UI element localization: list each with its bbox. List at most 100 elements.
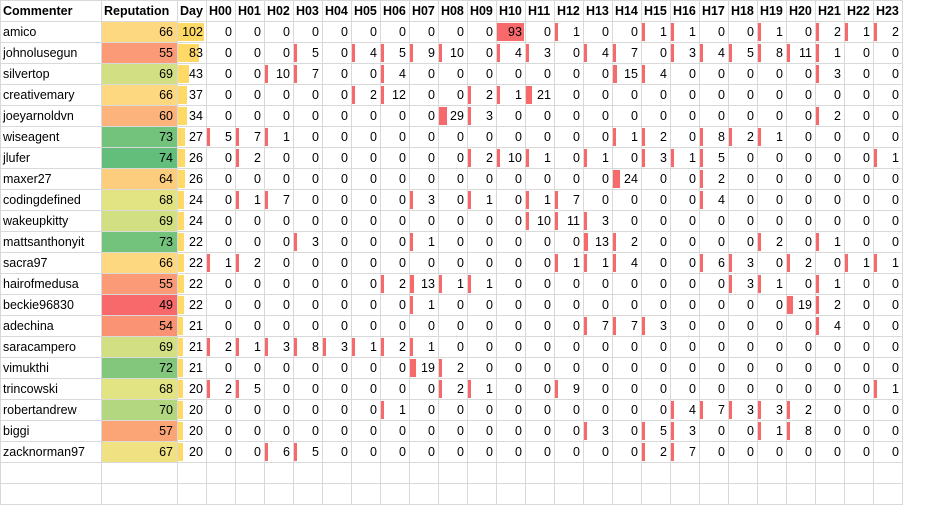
hour-cell[interactable]: 0 (582, 399, 613, 421)
hour-cell[interactable]: 0 (843, 84, 874, 106)
hour-cell[interactable]: 0 (785, 168, 816, 190)
hour-cell[interactable]: 0 (727, 168, 758, 190)
hour-cell[interactable]: 0 (872, 420, 903, 442)
hour-cell[interactable]: 0 (611, 105, 642, 127)
hour-cell[interactable]: 0 (408, 21, 439, 43)
hour-cell[interactable]: 3 (292, 231, 323, 253)
day-cell[interactable]: 21 (177, 315, 207, 337)
hour-cell[interactable]: 0 (263, 399, 294, 421)
hour-cell[interactable]: 1 (379, 399, 410, 421)
hour-cell[interactable]: 0 (379, 441, 410, 463)
column-header-h16[interactable]: H16 (669, 0, 700, 22)
hour-cell[interactable]: 0 (205, 399, 236, 421)
hour-cell[interactable]: 0 (263, 84, 294, 106)
hour-cell[interactable]: 0 (350, 294, 381, 316)
day-cell[interactable]: 20 (177, 420, 207, 442)
hour-cell[interactable]: 0 (292, 210, 323, 232)
reputation-cell[interactable]: 68 (101, 378, 178, 400)
hour-cell[interactable]: 0 (350, 252, 381, 274)
empty-cell[interactable] (785, 483, 816, 505)
hour-cell[interactable]: 0 (785, 336, 816, 358)
hour-cell[interactable]: 0 (814, 336, 845, 358)
hour-cell[interactable]: 0 (408, 84, 439, 106)
hour-cell[interactable]: 2 (234, 252, 265, 274)
hour-cell[interactable]: 0 (379, 168, 410, 190)
empty-cell[interactable] (466, 462, 497, 484)
hour-cell[interactable]: 0 (205, 441, 236, 463)
empty-cell[interactable] (872, 462, 903, 484)
hour-cell[interactable]: 0 (234, 273, 265, 295)
hour-cell[interactable]: 0 (205, 168, 236, 190)
hour-cell[interactable]: 0 (495, 441, 526, 463)
hour-cell[interactable]: 3 (669, 42, 700, 64)
empty-cell[interactable] (205, 483, 236, 505)
commenter-cell[interactable]: beckie96830 (0, 294, 102, 316)
hour-cell[interactable]: 0 (582, 336, 613, 358)
empty-cell[interactable] (101, 462, 178, 484)
hour-cell[interactable]: 0 (321, 378, 352, 400)
hour-cell[interactable]: 0 (582, 21, 613, 43)
hour-cell[interactable]: 0 (350, 357, 381, 379)
hour-cell[interactable]: 0 (466, 63, 497, 85)
hour-cell[interactable]: 1 (756, 420, 787, 442)
hour-cell[interactable]: 0 (205, 63, 236, 85)
hour-cell[interactable]: 0 (263, 147, 294, 169)
hour-cell[interactable]: 0 (408, 126, 439, 148)
hour-cell[interactable]: 0 (553, 273, 584, 295)
hour-cell[interactable]: 0 (495, 399, 526, 421)
reputation-cell[interactable]: 64 (101, 168, 178, 190)
hour-cell[interactable]: 0 (321, 147, 352, 169)
hour-cell[interactable]: 4 (640, 63, 671, 85)
hour-cell[interactable]: 0 (350, 21, 381, 43)
hour-cell[interactable]: 10 (495, 147, 526, 169)
hour-cell[interactable]: 0 (669, 273, 700, 295)
commenter-cell[interactable]: wakeupkitty (0, 210, 102, 232)
hour-cell[interactable]: 0 (350, 147, 381, 169)
hour-cell[interactable]: 1 (524, 147, 555, 169)
hour-cell[interactable]: 0 (524, 231, 555, 253)
hour-cell[interactable]: 13 (582, 231, 613, 253)
hour-cell[interactable]: 0 (234, 84, 265, 106)
hour-cell[interactable]: 93 (495, 21, 526, 43)
hour-cell[interactable]: 0 (495, 126, 526, 148)
hour-cell[interactable]: 0 (669, 378, 700, 400)
hour-cell[interactable]: 0 (408, 210, 439, 232)
hour-cell[interactable]: 3 (524, 42, 555, 64)
hour-cell[interactable]: 0 (785, 189, 816, 211)
hour-cell[interactable]: 0 (350, 189, 381, 211)
hour-cell[interactable]: 0 (292, 147, 323, 169)
hour-cell[interactable]: 0 (292, 315, 323, 337)
empty-cell[interactable] (640, 462, 671, 484)
hour-cell[interactable]: 0 (814, 252, 845, 274)
hour-cell[interactable]: 0 (872, 63, 903, 85)
hour-cell[interactable]: 0 (872, 84, 903, 106)
hour-cell[interactable]: 0 (263, 252, 294, 274)
hour-cell[interactable]: 1 (843, 21, 874, 43)
hour-cell[interactable]: 0 (379, 231, 410, 253)
hour-cell[interactable]: 0 (785, 315, 816, 337)
hour-cell[interactable]: 0 (872, 357, 903, 379)
hour-cell[interactable]: 0 (292, 189, 323, 211)
hour-cell[interactable]: 0 (669, 231, 700, 253)
hour-cell[interactable]: 0 (785, 63, 816, 85)
hour-cell[interactable]: 0 (611, 399, 642, 421)
empty-cell[interactable] (408, 483, 439, 505)
hour-cell[interactable]: 0 (524, 399, 555, 421)
day-cell[interactable]: 20 (177, 399, 207, 421)
hour-cell[interactable]: 0 (205, 42, 236, 64)
hour-cell[interactable]: 1 (408, 336, 439, 358)
hour-cell[interactable]: 2 (872, 21, 903, 43)
hour-cell[interactable]: 0 (553, 147, 584, 169)
hour-cell[interactable]: 0 (669, 294, 700, 316)
hour-cell[interactable]: 0 (611, 189, 642, 211)
hour-cell[interactable]: 0 (727, 231, 758, 253)
hour-cell[interactable]: 0 (843, 441, 874, 463)
column-header-h21[interactable]: H21 (814, 0, 845, 22)
hour-cell[interactable]: 0 (495, 189, 526, 211)
hour-cell[interactable]: 2 (814, 294, 845, 316)
hour-cell[interactable]: 0 (640, 273, 671, 295)
hour-cell[interactable]: 0 (843, 189, 874, 211)
hour-cell[interactable]: 0 (553, 357, 584, 379)
hour-cell[interactable]: 0 (756, 378, 787, 400)
hour-cell[interactable]: 0 (843, 105, 874, 127)
